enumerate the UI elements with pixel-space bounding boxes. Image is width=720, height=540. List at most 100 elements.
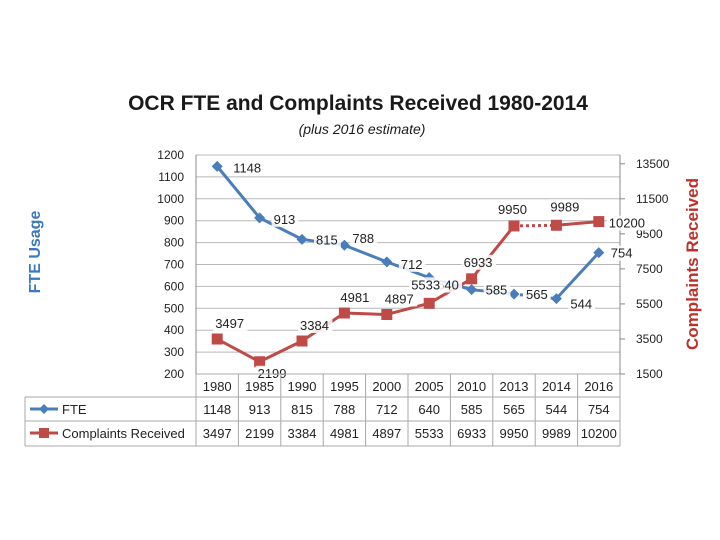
data-label-background bbox=[231, 160, 266, 176]
right-tick-label: 5500 bbox=[636, 297, 663, 311]
table-cell: 913 bbox=[249, 402, 271, 417]
legend-marker bbox=[39, 404, 49, 414]
fte-data-label: 712 bbox=[401, 257, 423, 272]
table-cell: 4897 bbox=[372, 426, 401, 441]
table-cell: 754 bbox=[588, 402, 610, 417]
complaints-marker bbox=[466, 273, 478, 285]
table-cell: 6933 bbox=[457, 426, 486, 441]
data-label-background bbox=[213, 316, 248, 332]
fte-marker bbox=[466, 284, 478, 296]
table-cell: 2199 bbox=[245, 426, 274, 441]
complaints-marker bbox=[550, 219, 562, 231]
complaints-marker bbox=[254, 356, 266, 368]
fte-line-segment bbox=[342, 243, 389, 264]
complaints-line-segment bbox=[385, 301, 431, 316]
complaints-marker bbox=[381, 308, 393, 320]
fte-data-label: 815 bbox=[316, 232, 338, 247]
chart-subtitle: (plus 2016 estimate) bbox=[299, 121, 426, 137]
fte-line-segment bbox=[215, 164, 262, 220]
category-label: 1980 bbox=[203, 379, 232, 394]
table-cell: 544 bbox=[546, 402, 568, 417]
table-cell: 9950 bbox=[500, 426, 529, 441]
complaints-data-label: 3384 bbox=[300, 318, 329, 333]
legend-label: Complaints Received bbox=[62, 426, 185, 441]
table-cell: 788 bbox=[334, 402, 356, 417]
complaints-line-segment bbox=[470, 224, 516, 281]
complaints-data-label: 2199 bbox=[258, 366, 287, 381]
fte-marker bbox=[593, 247, 605, 259]
data-label-background bbox=[461, 254, 496, 270]
fte-data-label: 1148 bbox=[233, 160, 261, 175]
table-cell: 815 bbox=[291, 402, 313, 417]
category-label: 2000 bbox=[372, 379, 401, 394]
fte-data-label: 788 bbox=[352, 231, 374, 246]
data-label-background bbox=[382, 291, 418, 307]
fte-data-label: 544 bbox=[570, 297, 592, 312]
complaints-data-label: 9989 bbox=[550, 199, 579, 214]
right-tick-label: 3500 bbox=[636, 332, 663, 346]
data-label-background bbox=[409, 277, 444, 293]
fte-line-segment bbox=[554, 251, 601, 301]
table-cell: 10200 bbox=[581, 426, 617, 441]
left-tick-label: 400 bbox=[164, 323, 184, 337]
complaints-marker bbox=[211, 333, 223, 345]
complaints-data-label: 4897 bbox=[385, 291, 414, 306]
data-label-background bbox=[483, 282, 511, 298]
fte-line-segment bbox=[258, 216, 304, 241]
data-label-background bbox=[398, 256, 426, 272]
left-tick-label: 1100 bbox=[158, 170, 184, 184]
category-label: 2014 bbox=[542, 379, 571, 394]
fte-marker bbox=[508, 288, 520, 300]
data-label-background bbox=[271, 211, 299, 227]
chart-title: OCR FTE and Complaints Received 1980-201… bbox=[128, 92, 588, 115]
table-cell: 3384 bbox=[288, 426, 317, 441]
fte-data-label: 754 bbox=[611, 246, 633, 261]
right-tick-label: 1500 bbox=[636, 367, 663, 381]
complaints-line-segment bbox=[513, 223, 557, 228]
category-label: 2016 bbox=[584, 379, 613, 394]
fte-marker bbox=[211, 160, 223, 172]
category-label: 1995 bbox=[330, 379, 359, 394]
category-label: 2005 bbox=[415, 379, 444, 394]
fte-data-label: 565 bbox=[526, 287, 548, 302]
table-cell: 3497 bbox=[203, 426, 232, 441]
data-label-background bbox=[606, 215, 649, 231]
fte-marker bbox=[254, 212, 266, 224]
right-tick-label: 7500 bbox=[636, 262, 663, 276]
left-tick-label: 700 bbox=[164, 258, 184, 272]
table-cell: 9989 bbox=[542, 426, 571, 441]
complaints-data-label: 3497 bbox=[215, 316, 244, 331]
complaints-marker bbox=[508, 220, 520, 232]
right-tick-label: 13500 bbox=[636, 157, 670, 171]
fte-marker bbox=[381, 256, 393, 268]
data-label-background bbox=[350, 231, 378, 247]
left-axis-label: FTE Usage bbox=[27, 211, 44, 294]
complaints-data-label: 5533 bbox=[411, 277, 440, 292]
data-label-background bbox=[548, 199, 583, 215]
category-label: 1990 bbox=[288, 379, 317, 394]
right-tick-label: 11500 bbox=[636, 192, 669, 206]
fte-marker bbox=[550, 293, 562, 305]
tick-layer: 200 300 400 500 600 700 800 900 1000 1100 1200 1500… bbox=[157, 148, 669, 381]
left-tick-label: 800 bbox=[164, 236, 184, 250]
table-cell: 5533 bbox=[415, 426, 444, 441]
legend-label: FTE bbox=[62, 402, 87, 417]
complaints-marker bbox=[593, 216, 605, 228]
left-tick-label: 1000 bbox=[157, 192, 184, 206]
complaints-line-segment bbox=[342, 311, 389, 316]
complaints-data-label: 9950 bbox=[498, 202, 527, 217]
legend-marker bbox=[39, 428, 49, 438]
complaints-data-label: 4981 bbox=[340, 290, 369, 305]
left-tick-label: 600 bbox=[164, 279, 184, 293]
fte-data-label: 585 bbox=[486, 283, 508, 298]
fte-marker bbox=[296, 233, 308, 245]
data-label-background bbox=[338, 290, 373, 306]
data-label-background bbox=[496, 201, 531, 217]
fte-data-label: 913 bbox=[274, 212, 296, 227]
table-cell: 565 bbox=[503, 402, 525, 417]
left-tick-label: 200 bbox=[164, 367, 184, 381]
data-label-background bbox=[568, 296, 596, 312]
left-tick-label: 1200 bbox=[157, 148, 184, 162]
